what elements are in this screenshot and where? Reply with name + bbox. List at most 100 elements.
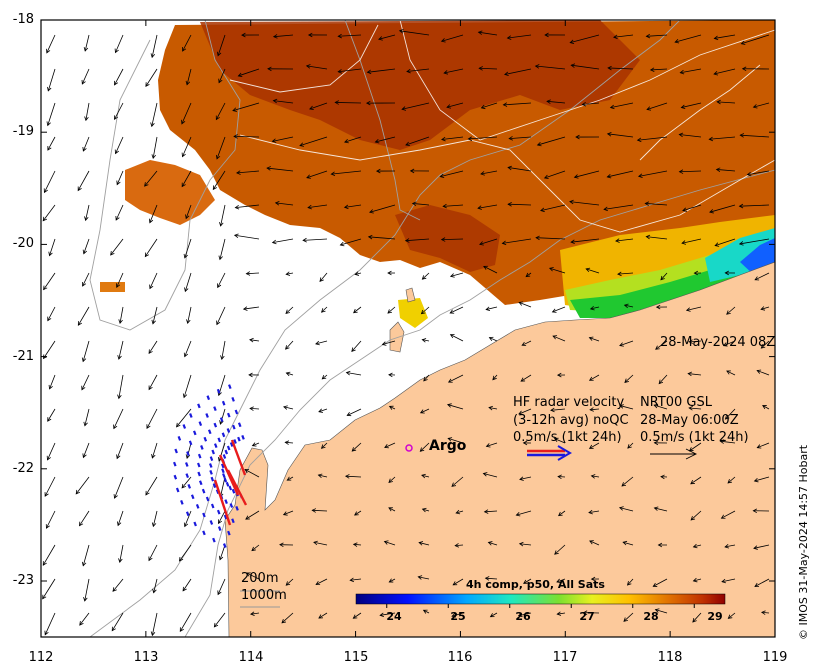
current-vector	[492, 374, 498, 381]
current-vector	[320, 442, 328, 449]
current-vector	[284, 440, 294, 445]
current-vector	[680, 102, 702, 110]
current-vector	[383, 540, 396, 546]
contour-west	[89, 20, 241, 331]
current-vector	[81, 544, 90, 567]
hf-vector-blue	[197, 471, 201, 477]
hf-vector-blue	[188, 440, 193, 446]
current-vector	[82, 442, 90, 459]
contour-shelf	[344, 20, 421, 221]
current-vector	[454, 543, 464, 548]
current-vector	[543, 170, 566, 180]
hf-vector-blue	[185, 511, 190, 517]
current-vector	[687, 371, 702, 377]
current-vector	[220, 340, 226, 361]
hf-vector-blue	[205, 413, 209, 418]
current-vector	[318, 408, 328, 413]
current-vector	[715, 167, 736, 172]
current-vector	[613, 34, 634, 40]
current-vector	[354, 510, 362, 516]
current-vector	[349, 577, 362, 583]
current-vector	[218, 238, 226, 261]
current-vector	[636, 136, 668, 143]
current-vector	[678, 132, 702, 138]
current-vector	[219, 408, 226, 425]
current-vector	[443, 68, 464, 75]
current-vector	[506, 34, 532, 40]
current-vector	[218, 544, 226, 561]
current-vector	[752, 102, 770, 109]
current-vector	[719, 439, 736, 444]
hf-vector-blue	[232, 424, 236, 430]
current-vector	[517, 612, 532, 618]
current-vector	[646, 102, 668, 111]
hf-vector-blue	[241, 435, 245, 440]
map-frame	[40, 19, 776, 638]
current-vector	[556, 372, 566, 378]
current-vector	[452, 578, 464, 586]
current-vector	[690, 510, 702, 521]
current-vector	[83, 578, 90, 602]
current-vector	[150, 102, 158, 128]
current-vector	[387, 270, 396, 276]
hf-vector-blue	[231, 488, 236, 494]
current-vector	[679, 68, 702, 75]
current-vector	[233, 134, 260, 139]
current-vector	[321, 374, 328, 380]
hf-vector-blue	[209, 520, 214, 525]
current-vector	[573, 170, 600, 179]
current-vector	[111, 612, 124, 632]
colorbar-tick-label: 25	[450, 610, 466, 623]
hf-vector-blue	[221, 432, 226, 438]
current-vector	[482, 472, 498, 478]
current-vector	[42, 204, 56, 222]
current-vector	[77, 170, 90, 192]
hf-vector-blue	[222, 543, 227, 548]
current-vector	[753, 544, 770, 550]
current-vector	[44, 476, 56, 497]
current-vector	[353, 306, 362, 314]
current-vector	[145, 68, 158, 87]
current-vector	[488, 405, 498, 411]
current-vector	[318, 612, 328, 619]
current-vector	[48, 374, 56, 390]
hf-vector-blue	[229, 503, 234, 508]
current-vector	[117, 374, 124, 400]
hf-vector-blue	[209, 456, 214, 461]
current-vector	[219, 204, 226, 227]
current-vector	[655, 304, 668, 310]
current-vector	[267, 66, 294, 72]
current-vector	[337, 68, 362, 74]
current-vector	[721, 578, 736, 584]
current-vector	[387, 306, 396, 314]
current-vector	[285, 306, 294, 315]
current-vector	[569, 34, 600, 44]
current-vector	[245, 271, 260, 276]
hf-vector-blue	[213, 422, 218, 428]
current-vector	[682, 204, 702, 212]
hf-vector-blue	[223, 514, 228, 520]
current-vector	[114, 136, 124, 155]
hf-vector-blue	[198, 480, 203, 486]
hf-vector-blue	[197, 462, 201, 468]
current-vector	[540, 204, 566, 213]
current-vector	[722, 340, 736, 347]
current-vector	[151, 442, 158, 459]
axis-ticks	[40, 19, 776, 637]
current-vector	[727, 612, 736, 619]
current-vector	[455, 509, 464, 515]
current-vector	[48, 238, 56, 257]
current-vector	[590, 474, 600, 479]
current-vector	[550, 407, 566, 413]
current-vector	[118, 544, 124, 563]
sst-island-patch	[398, 298, 428, 328]
x-tick-label: 118	[657, 650, 683, 665]
current-vector	[588, 336, 600, 342]
hf-vector-blue	[220, 463, 225, 469]
current-vector	[286, 476, 294, 481]
current-vector	[623, 612, 634, 622]
hf-vector-blue	[229, 442, 234, 447]
current-vector	[117, 340, 124, 360]
hf-vector-blue	[213, 406, 217, 412]
